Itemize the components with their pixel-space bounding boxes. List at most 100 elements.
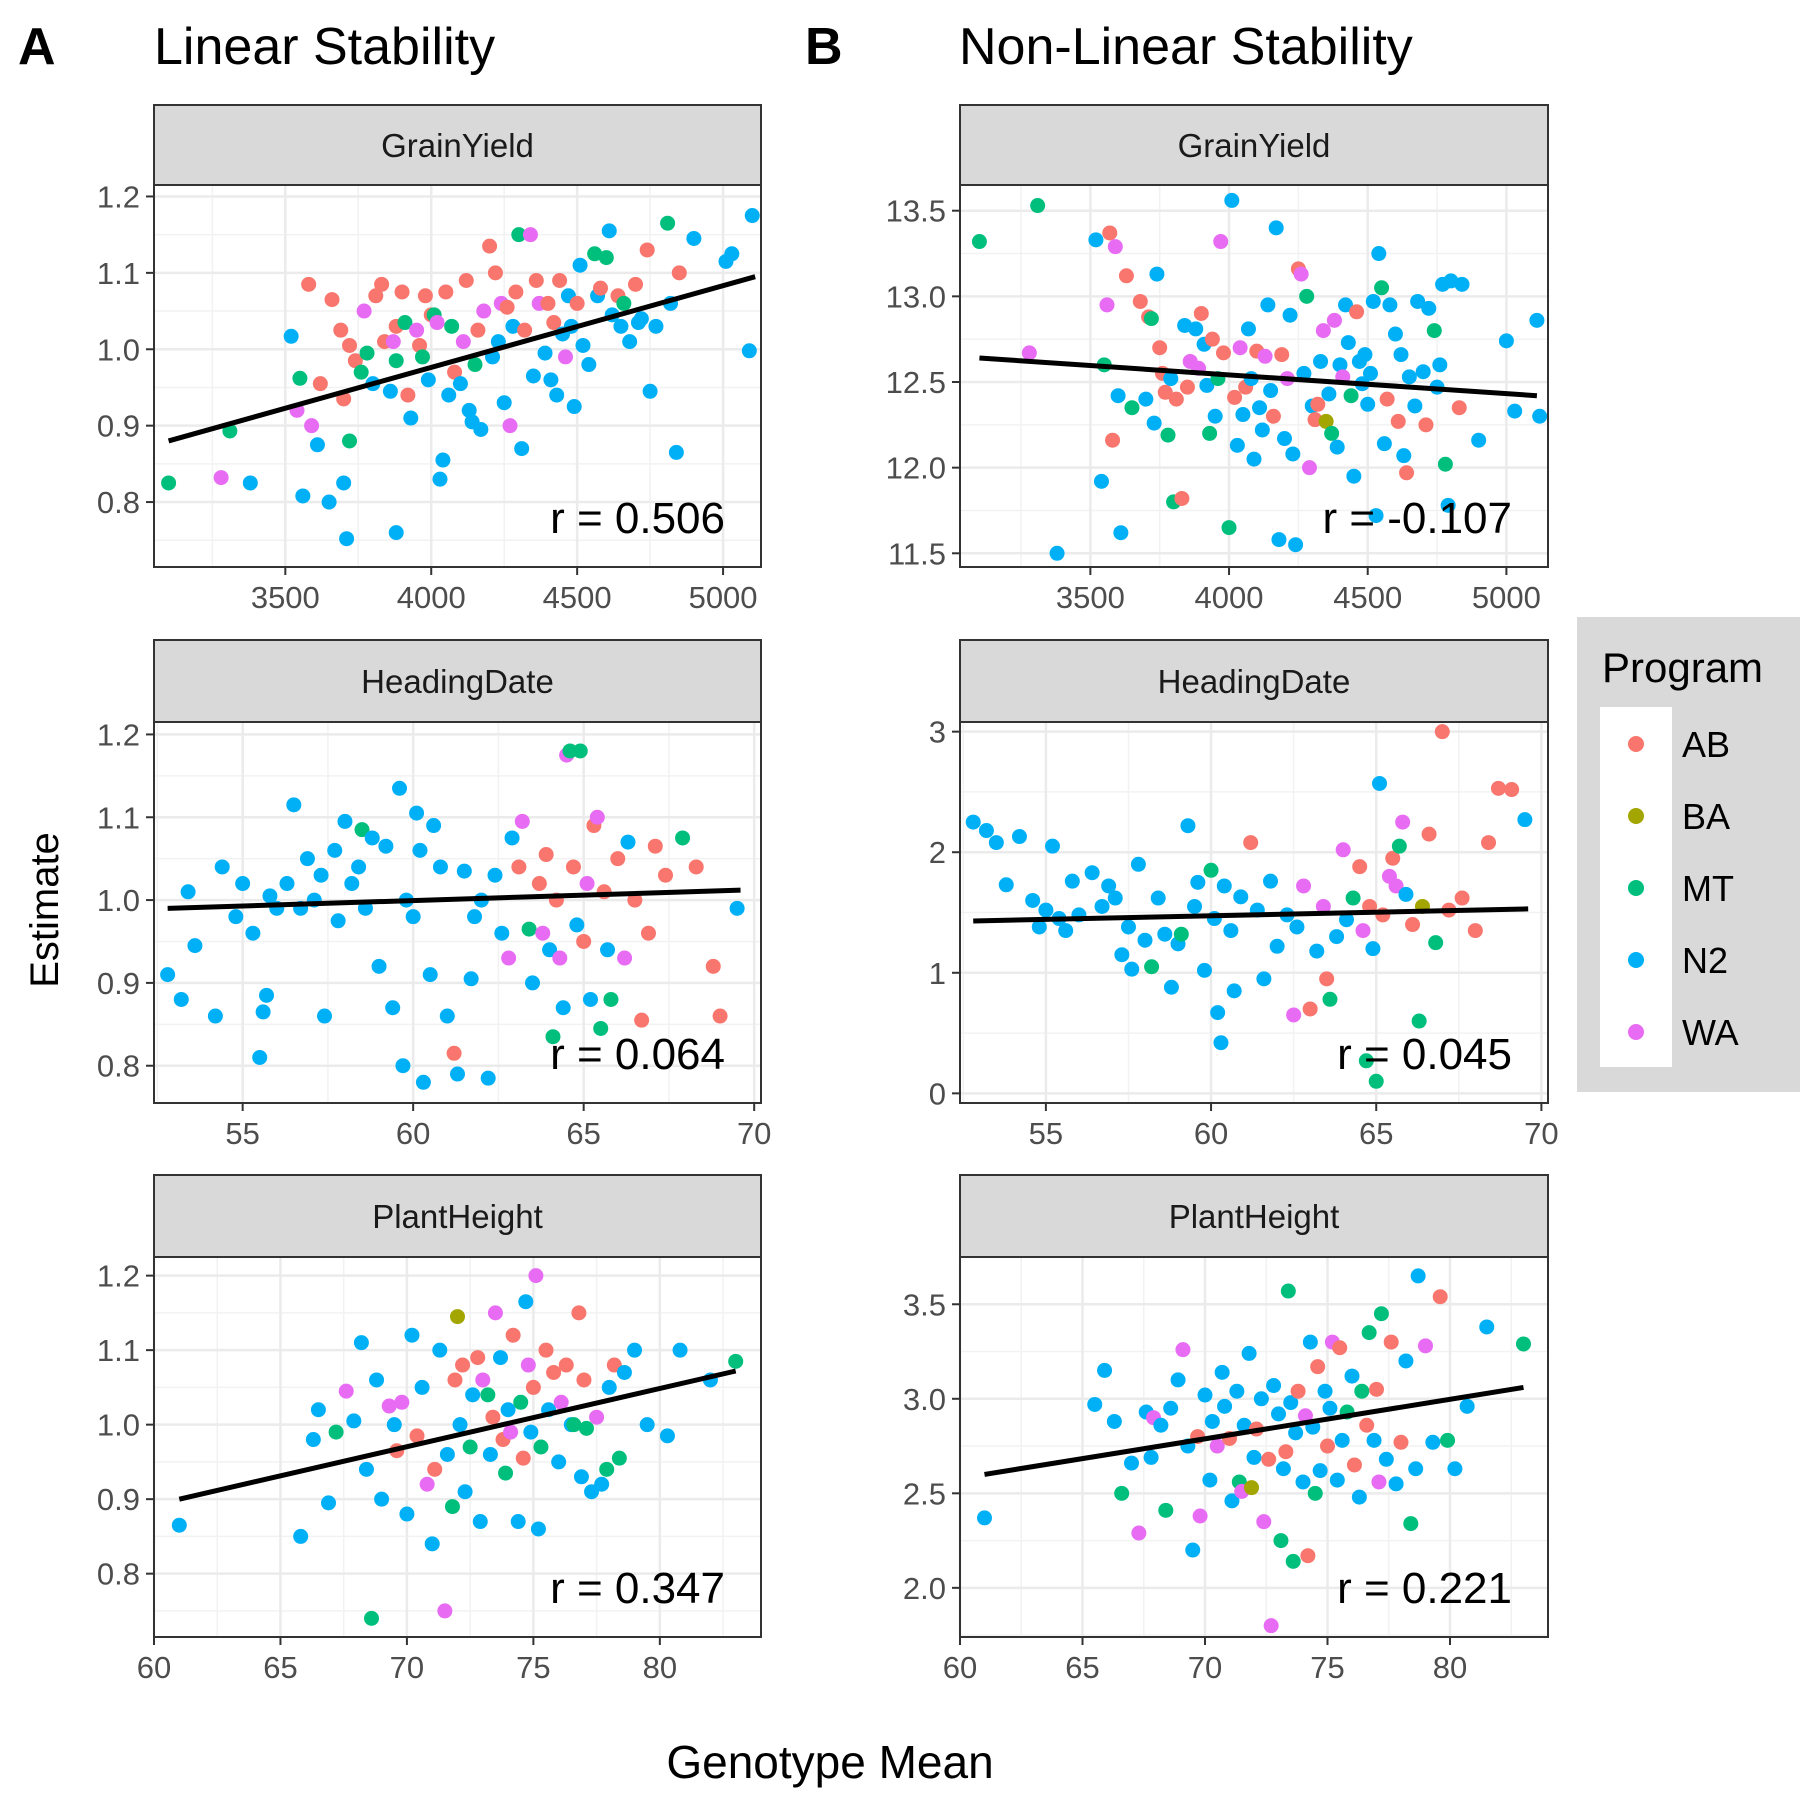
scatter-point xyxy=(1137,932,1153,948)
scatter-point xyxy=(589,1409,605,1425)
scatter-point xyxy=(310,1402,326,1418)
scatter-point xyxy=(1296,365,1312,381)
scatter-point xyxy=(540,295,556,311)
scatter-point xyxy=(1190,874,1206,890)
legend-key xyxy=(1628,736,1644,752)
scatter-point xyxy=(312,376,328,392)
scatter-point xyxy=(671,265,687,281)
scatter-point xyxy=(1150,890,1166,906)
scatter-point xyxy=(1229,1383,1245,1399)
scatter-point xyxy=(1246,451,1262,467)
scatter-point xyxy=(639,1417,655,1433)
scatter-point xyxy=(1216,878,1232,894)
scatter-point xyxy=(1094,898,1110,914)
y-tick-label: 2.5 xyxy=(903,1476,946,1511)
scatter-point xyxy=(299,851,315,867)
legend-key xyxy=(1628,808,1644,824)
scatter-point xyxy=(358,1461,374,1477)
scatter-point xyxy=(500,1402,516,1418)
x-tick-label: 65 xyxy=(1065,1650,1099,1685)
scatter-point xyxy=(371,958,387,974)
scatter-point xyxy=(1454,890,1470,906)
scatter-point xyxy=(333,322,349,338)
scatter-point xyxy=(1359,1417,1375,1433)
scatter-point xyxy=(601,223,617,239)
scatter-point xyxy=(1118,268,1134,284)
scatter-point xyxy=(1152,340,1168,356)
legend-label: BA xyxy=(1682,796,1730,837)
legend-label: WA xyxy=(1682,1012,1739,1053)
scatter-point xyxy=(467,357,483,373)
legend-item-wa: WA xyxy=(1628,1012,1739,1053)
scatter-point xyxy=(1044,838,1060,854)
scatter-point xyxy=(627,892,643,908)
scatter-point xyxy=(998,877,1014,893)
scatter-point xyxy=(1213,234,1229,250)
scatter-point xyxy=(353,1335,369,1351)
scatter-point xyxy=(1263,873,1279,889)
scatter-point xyxy=(1246,1449,1262,1465)
scatter-point xyxy=(374,1491,390,1507)
scatter-point xyxy=(1365,293,1381,309)
scatter-point xyxy=(429,315,445,331)
facet-strip-label: HeadingDate xyxy=(361,663,554,700)
scatter-point xyxy=(427,1461,443,1477)
scatter-point xyxy=(965,814,981,830)
panel-a-title: Linear Stability xyxy=(154,18,495,76)
scatter-point xyxy=(1261,1451,1277,1467)
facet-panel-a-headingdate: r = 0.064 HeadingDate 0.8 0.9 1.0 1.1 1.2 55 60 6… xyxy=(97,639,771,1151)
scatter-point xyxy=(1387,326,1403,342)
scatter-point xyxy=(450,1309,465,1325)
scatter-point xyxy=(1274,347,1290,363)
y-tick-label: 13.0 xyxy=(886,279,946,314)
legend-key xyxy=(1628,952,1644,968)
scatter-point xyxy=(1163,371,1179,387)
scatter-point xyxy=(394,284,410,300)
scatter-point xyxy=(480,1070,496,1086)
scatter-point xyxy=(1329,929,1345,945)
scatter-point xyxy=(686,230,702,246)
scatter-point xyxy=(1421,826,1437,842)
scatter-point xyxy=(414,1379,430,1395)
scatter-point xyxy=(642,383,658,399)
scatter-point xyxy=(470,322,486,338)
scatter-point xyxy=(1360,396,1376,412)
scatter-point xyxy=(1379,391,1395,407)
scatter-point xyxy=(1343,388,1359,404)
facet-strip xyxy=(153,104,762,186)
scatter-point xyxy=(1401,369,1417,385)
legend-label: MT xyxy=(1682,868,1734,909)
scatter-point xyxy=(1280,1283,1296,1299)
scatter-point xyxy=(171,1517,187,1533)
scatter-point xyxy=(1451,400,1467,416)
scatter-point xyxy=(452,376,468,392)
scatter-point xyxy=(518,1294,534,1310)
scatter-point xyxy=(388,525,404,541)
scatter-point xyxy=(1170,1372,1186,1388)
scatter-point xyxy=(1268,220,1284,236)
scatter-point xyxy=(1374,280,1390,296)
scatter-point xyxy=(582,991,598,1007)
scatter-point xyxy=(1318,413,1334,429)
scatter-point xyxy=(404,1327,420,1343)
scatter-point xyxy=(339,531,355,547)
scatter-point xyxy=(600,942,616,958)
fit-line xyxy=(984,1384,1524,1477)
scatter-point xyxy=(1418,417,1434,433)
scatter-point xyxy=(207,1008,223,1024)
scatter-point xyxy=(592,280,608,296)
scatter-point xyxy=(394,1394,410,1410)
scatter-point xyxy=(252,1049,268,1065)
facet-panel-a-grainyield: r = 0.506 GrainYield 0.8 0.9 1.0 1.1 1.2 3500 40… xyxy=(97,104,762,615)
scatter-point xyxy=(1410,293,1426,309)
scatter-point xyxy=(455,1357,471,1373)
scatter-point xyxy=(1532,408,1548,424)
scatter-point xyxy=(1257,348,1273,364)
scatter-point xyxy=(628,276,644,292)
scatter-point xyxy=(1107,239,1123,255)
scatter-point xyxy=(1253,1391,1269,1407)
scatter-point xyxy=(611,1450,627,1466)
scatter-point xyxy=(1369,1381,1384,1397)
scatter-point xyxy=(487,867,503,883)
scatter-point xyxy=(1099,297,1115,313)
